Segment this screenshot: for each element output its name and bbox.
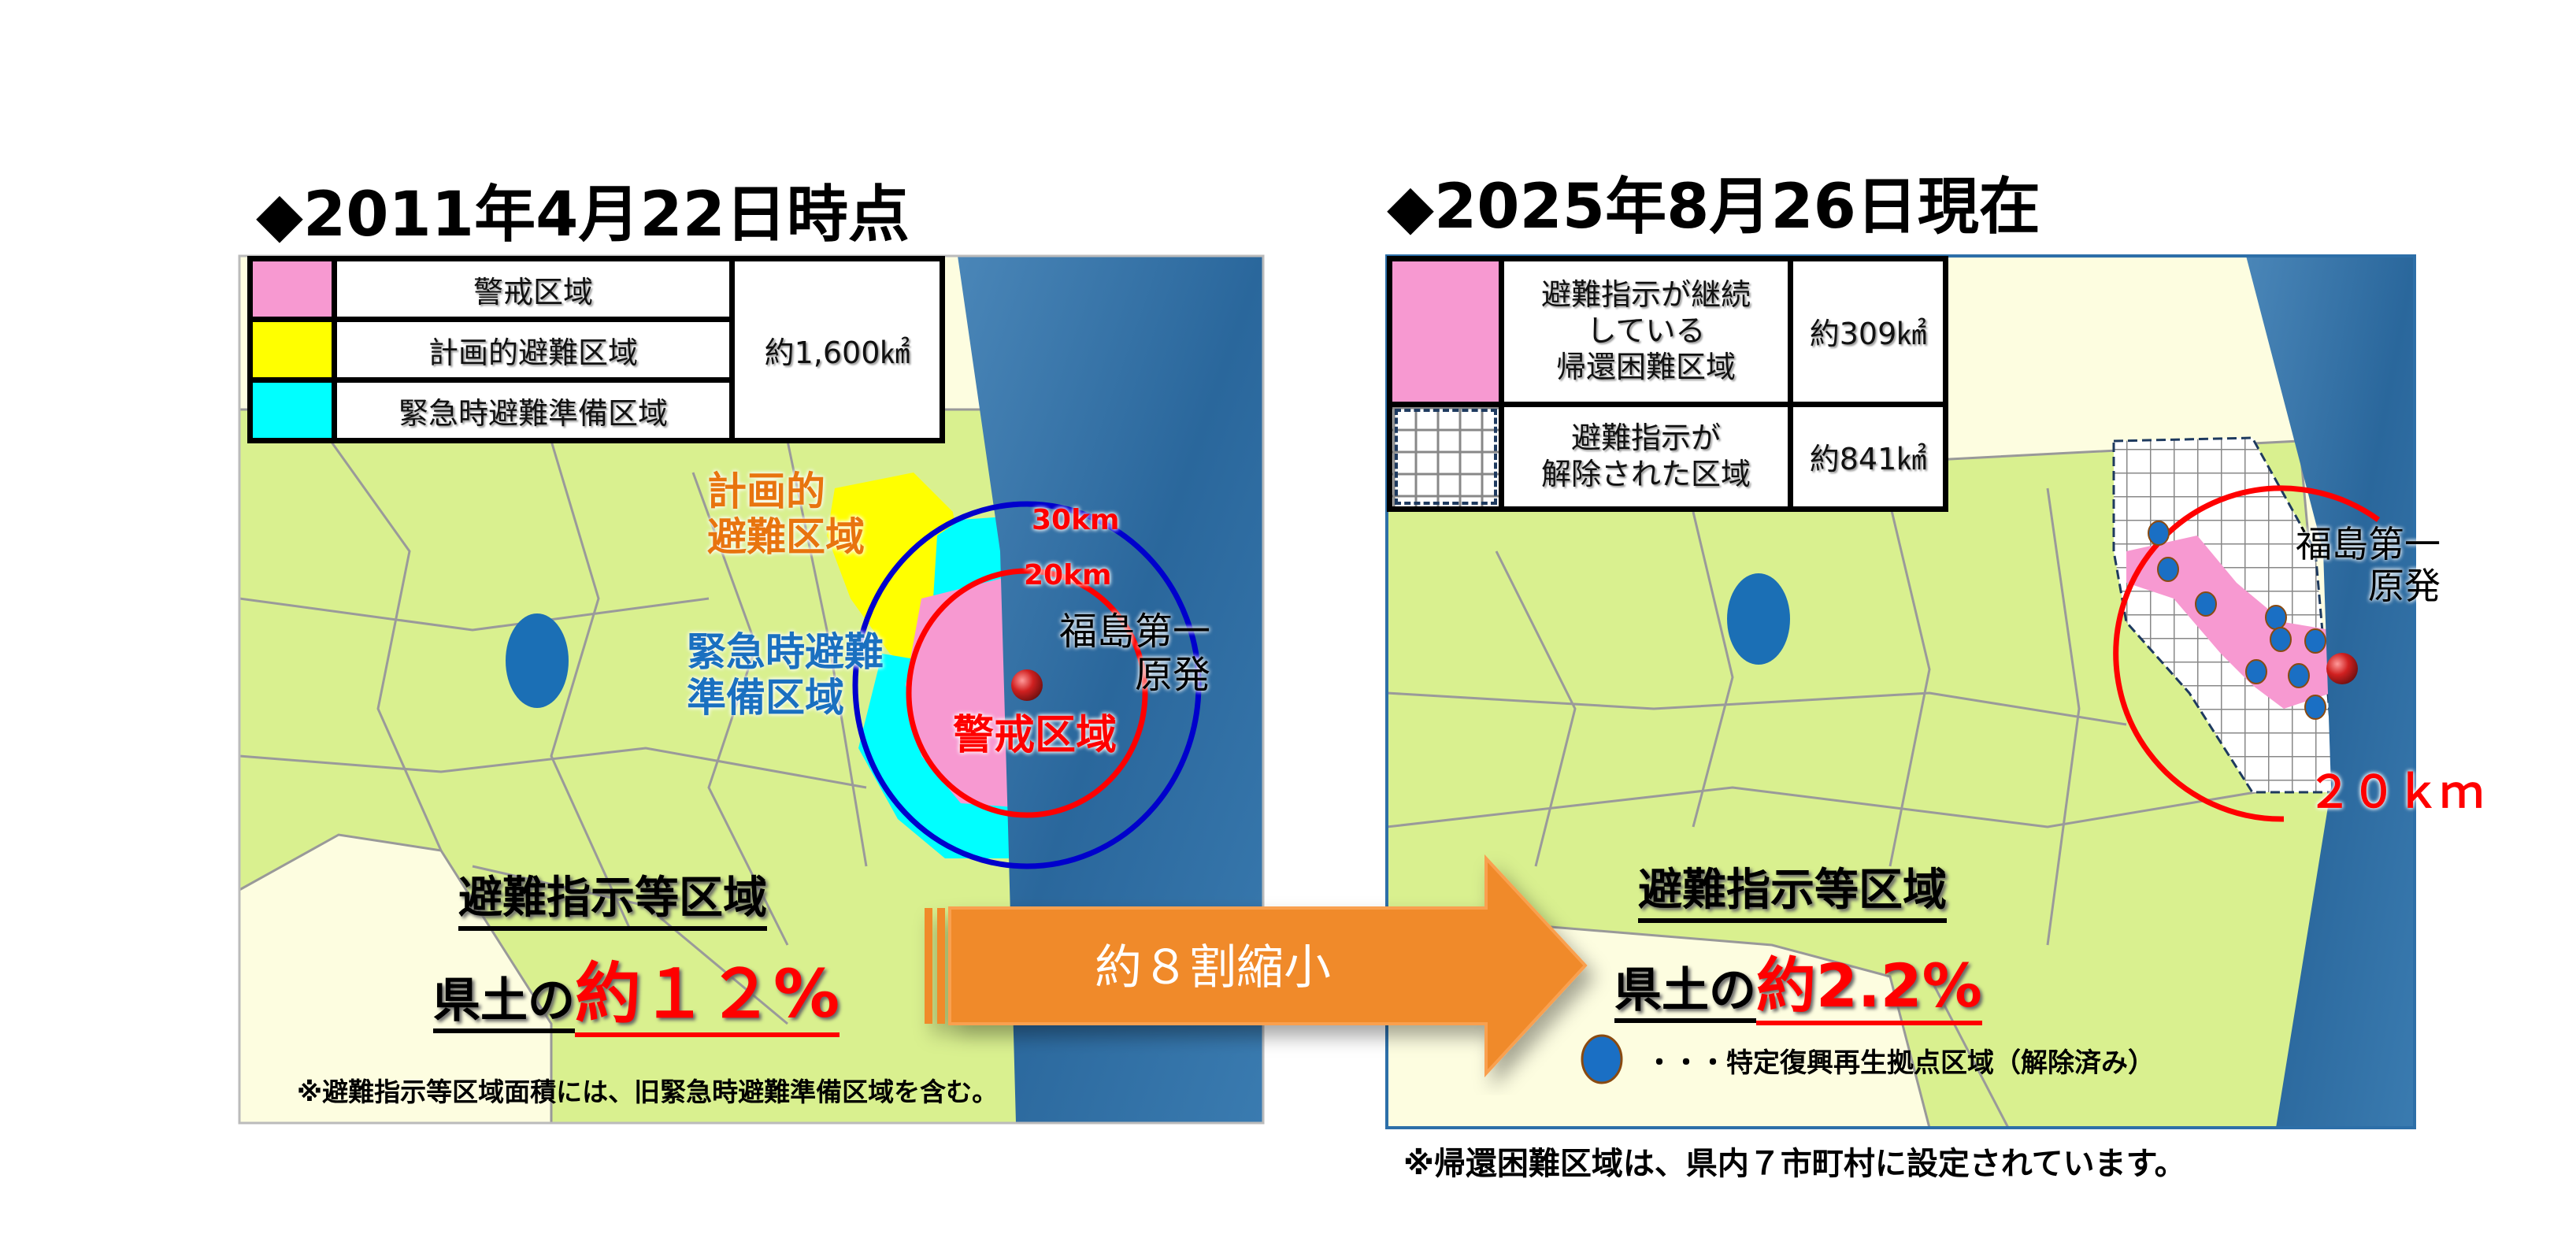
ring-20km — [906, 568, 1148, 818]
legend-area: 約841㎢ — [1788, 401, 1948, 513]
legend-label: 計画的避難区域 — [332, 317, 735, 383]
left-footnote: ※避難指示等区域面積には、旧緊急時避難準備区域を含む。 — [297, 1077, 999, 1107]
ring-20km — [2113, 485, 2381, 822]
share-prefix: 県土の — [433, 973, 575, 1033]
left-zone-heading: 避難指示等区域 — [458, 862, 767, 931]
arrow-label: 約８割縮小 — [1095, 940, 1331, 995]
share-prefix: 県土の — [1614, 963, 1756, 1023]
ring-30km — [852, 501, 1202, 869]
label-20km: ２０ｋｍ — [2307, 767, 2484, 818]
swatch-warning — [247, 256, 337, 322]
reduction-arrow — [925, 854, 1588, 1078]
swatch-planned — [247, 317, 337, 383]
municipal-borders — [239, 440, 868, 1025]
label-planned-area: 計画的 避難区域 — [707, 469, 865, 560]
label-20km: 20km — [1024, 559, 1112, 591]
legend-area: 約309㎢ — [1788, 256, 1948, 407]
label-plant: 福島第一 原発 — [2296, 523, 2441, 607]
left-legend-table: 警戒区域 約1,600㎢ 計画的避難区域 緊急時避難準備区域 — [247, 256, 945, 443]
ocean — [958, 256, 1263, 1123]
dot-legend-label: ・・・特定復興再生拠点区域（解除済み） — [1646, 1047, 2155, 1079]
nuclear-plant-marker — [2326, 653, 2358, 684]
right-title: ◆2025年8月26日現在 — [1387, 172, 2040, 243]
label-emergency-area: 緊急時避難 準備区域 — [687, 629, 884, 721]
municipal-borders — [1387, 487, 2285, 1128]
legend-label: 避難指示が 解除された区域 — [1499, 401, 1793, 513]
left-share: 県土の約１２% — [433, 941, 840, 1037]
share-value: 約2.2% — [1756, 951, 1982, 1025]
reconstruction-hub-dots — [2148, 521, 2326, 720]
swatch-difficult-return — [1387, 256, 1504, 407]
legend-label: 緊急時避難準備区域 — [332, 377, 735, 443]
swatch-released — [1387, 401, 1504, 513]
label-plant: 福島第一 原発 — [1059, 610, 1211, 698]
swatch-emergency — [247, 377, 337, 443]
right-legend-table: 避難指示が継続 している 帰還困難区域 約309㎢ 避難指示が 解除された区域 … — [1387, 256, 1948, 513]
nuclear-plant-marker — [1011, 669, 1043, 701]
ocean — [2246, 256, 2415, 1128]
right-zone-heading: 避難指示等区域 — [1638, 854, 1947, 923]
label-warning-area: 警戒区域 — [953, 712, 1118, 759]
difficult-return-area — [2126, 536, 2331, 709]
lake — [506, 613, 569, 708]
legend-dot — [1581, 1034, 1623, 1084]
label-30km: 30km — [1032, 504, 1120, 536]
warning-area — [906, 575, 1016, 807]
right-share: 県土の約2.2% — [1614, 937, 1982, 1025]
legend-label: 避難指示が継続 している 帰還困難区域 — [1499, 256, 1793, 407]
share-value: 約１２% — [575, 955, 840, 1037]
left-title: ◆2011年4月22日時点 — [256, 180, 910, 250]
lake — [1727, 573, 1790, 665]
legend-label: 警戒区域 — [332, 256, 735, 322]
right-footnote: ※帰還困難区域は、県内７市町村に設定されています。 — [1403, 1146, 2186, 1182]
legend-area: 約1,600㎢ — [729, 256, 945, 443]
